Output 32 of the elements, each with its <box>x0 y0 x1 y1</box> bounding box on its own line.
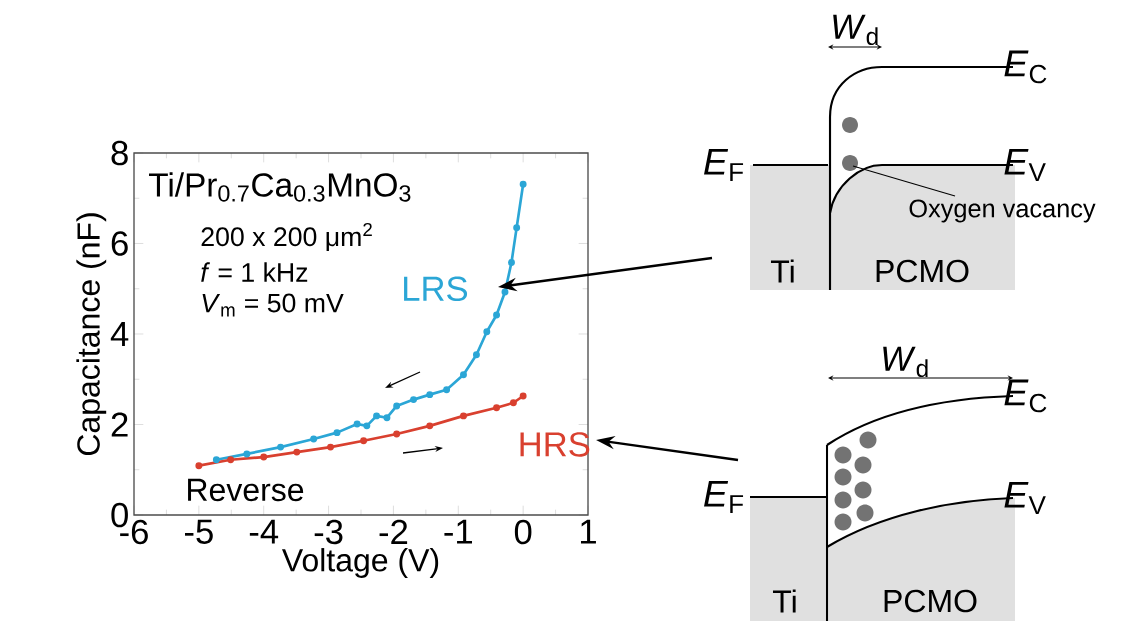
y-tick-label: 4 <box>110 322 129 346</box>
text: E$_{C}$ <box>1004 50 1047 84</box>
series-label: LRS <box>404 276 468 302</box>
y-tick-label: 2 <box>111 412 128 437</box>
text: E$_{V}$ <box>1004 148 1046 182</box>
text: Ti <box>770 259 794 283</box>
annotation: f = 1 kHz <box>201 262 308 282</box>
annotation: 200 x 200 μm$^{2}$ <box>201 222 372 252</box>
x-tick-label: -3 <box>314 519 343 545</box>
x-axis-title: Voltage (V) <box>281 548 439 578</box>
text: W$_{d}$ <box>883 346 928 378</box>
annotation: V$_{m}$ = 50 mV <box>202 293 344 317</box>
x-tick-label: -4 <box>249 519 279 544</box>
text: Ti <box>772 589 796 613</box>
text: Oxygen vacancy <box>909 199 1096 223</box>
text: PCMO <box>876 259 969 283</box>
x-tick-label: 0 <box>514 519 532 545</box>
text: W$_{d}$ <box>833 14 878 46</box>
text: E$_{V}$ <box>1004 481 1046 515</box>
text: E$_{F}$ <box>704 480 744 514</box>
x-tick-label: -2 <box>379 519 408 544</box>
annotation: Reverse <box>188 478 304 502</box>
text: E$_{C}$ <box>1004 379 1047 413</box>
text: PCMO <box>884 589 977 613</box>
text: E$_{F}$ <box>704 148 744 182</box>
x-tick-label: 1 <box>580 519 596 544</box>
y-tick-label: 6 <box>111 231 128 256</box>
x-tick-label: -5 <box>184 519 213 544</box>
annotation: Ti/Pr$_{0.7}$Ca$_{0.3}$MnO$_{3}$ <box>149 172 411 202</box>
y-axis-title: Capacitance (nF) <box>76 213 107 456</box>
y-tick-label: 8 <box>111 140 128 166</box>
x-tick-label: -1 <box>444 519 472 544</box>
